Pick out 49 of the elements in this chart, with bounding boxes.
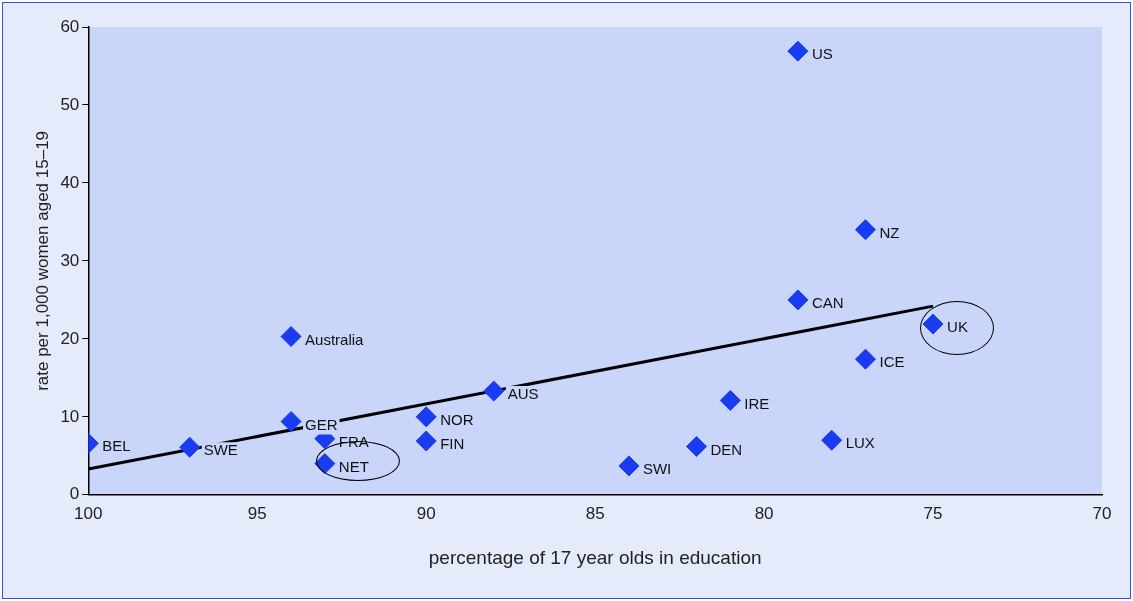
annotation: LUX <box>845 434 875 452</box>
point <box>280 326 302 348</box>
y-axis-title: rate per 1,000 women aged 15–19 <box>32 130 52 391</box>
x-axis-title: percentage of 17 year olds in education <box>428 546 762 568</box>
point <box>854 219 876 241</box>
y-tick-label: 50 <box>60 94 80 114</box>
annotation: GER <box>305 415 338 433</box>
x-tick-label: 90 <box>416 503 436 523</box>
annotation: AUS <box>507 385 539 403</box>
point <box>314 453 336 475</box>
y-tick-label: 10 <box>60 406 80 426</box>
point <box>179 436 201 458</box>
x-tick-label: 80 <box>754 503 774 523</box>
point <box>719 389 741 411</box>
annotation: SWI <box>642 460 672 478</box>
point <box>618 455 640 477</box>
annotation: NZ <box>879 223 900 241</box>
x-tick-label: 70 <box>1092 503 1112 523</box>
point <box>415 406 437 428</box>
annotation: NOR <box>440 410 474 428</box>
point <box>922 313 944 335</box>
point <box>821 429 843 451</box>
y-tick-label: 40 <box>60 172 80 192</box>
annotation: FIN <box>440 435 465 453</box>
point <box>787 289 809 311</box>
x-tick-label: 100 <box>74 503 103 523</box>
point <box>854 348 876 370</box>
x-tick-label: 85 <box>585 503 605 523</box>
point <box>280 411 302 433</box>
point <box>415 430 437 452</box>
point <box>483 380 505 402</box>
point <box>686 435 708 457</box>
annotation: NET <box>338 457 369 475</box>
annotation: IRE <box>744 394 770 412</box>
x-tick-label: 75 <box>923 503 943 523</box>
point <box>787 40 809 62</box>
annotation: SWE <box>203 441 238 459</box>
annotation: DEN <box>710 440 743 458</box>
y-tick-label: 20 <box>60 328 80 348</box>
annotation: ICE <box>879 353 905 371</box>
annotation: UK <box>947 318 968 336</box>
annotation: Australia <box>305 330 365 348</box>
x-tick-label: 95 <box>247 503 267 523</box>
annotation: CAN <box>811 294 844 312</box>
annotation: BEL <box>102 437 131 455</box>
y-tick-label: 60 <box>60 16 80 36</box>
y-tick-label: 30 <box>60 250 80 270</box>
y-tick-label: 0 <box>69 484 80 504</box>
annotation: US <box>811 45 833 63</box>
